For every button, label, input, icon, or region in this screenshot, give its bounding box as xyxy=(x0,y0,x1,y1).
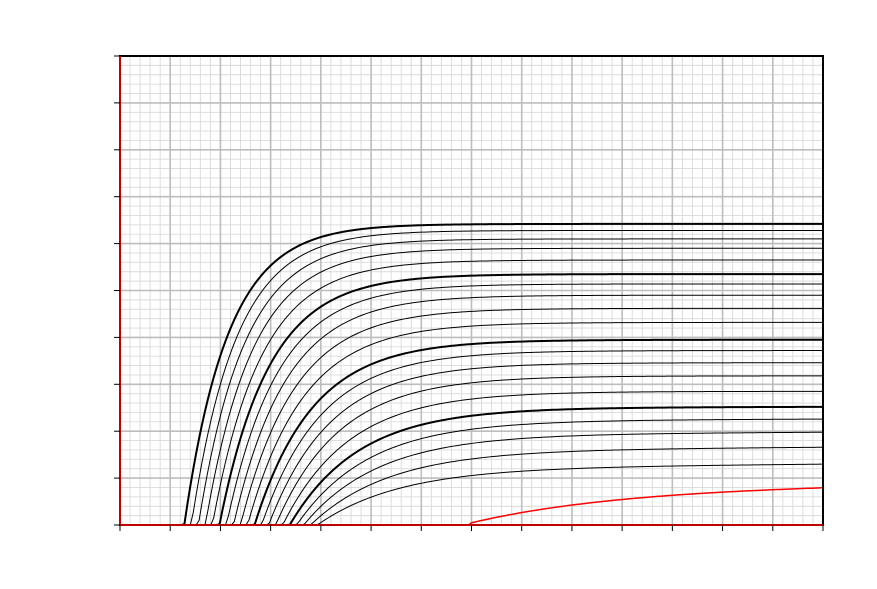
chart-svg xyxy=(0,0,877,589)
